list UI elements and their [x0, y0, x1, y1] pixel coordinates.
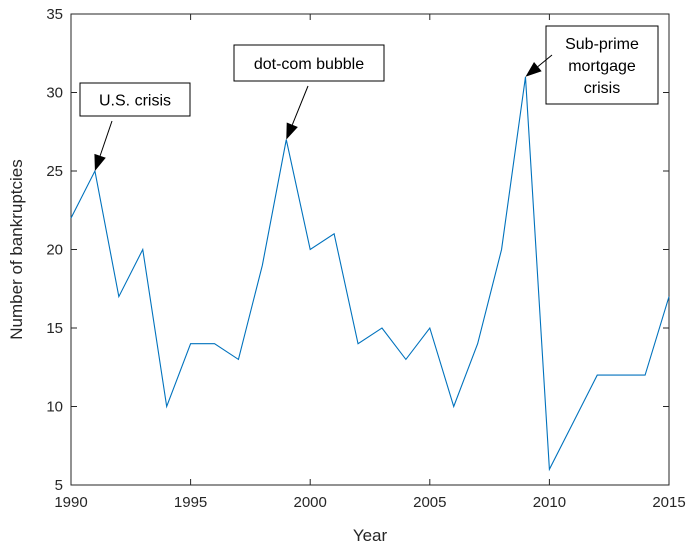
annotation-box — [233, 44, 385, 82]
annotation-text: U.S. crisis — [99, 93, 171, 110]
x-tick-label: 2000 — [294, 494, 327, 511]
annotation-arrow-shaft — [537, 54, 553, 68]
y-tick-label: 5 — [55, 477, 63, 494]
annotation-arrow-head — [286, 122, 298, 140]
annotation: Sub-prime mortgage crisis — [525, 25, 659, 105]
y-tick-label: 30 — [46, 85, 63, 102]
y-tick-label: 35 — [46, 6, 63, 23]
annotation: U.S. crisis — [79, 82, 191, 171]
annotation-text: mortgage — [568, 58, 636, 75]
x-axis-ticks: 1990 1995 2000 2005 2010 2015 — [54, 14, 686, 511]
y-axis-ticks: 5 10 15 20 25 30 35 — [46, 6, 669, 494]
series-layer — [70, 76, 670, 472]
annotation-arrow-shaft — [291, 85, 309, 125]
x-tick-label: 2015 — [652, 494, 685, 511]
x-axis-label: Year — [353, 526, 388, 545]
annotation-box — [79, 82, 191, 117]
x-tick-label: 1990 — [54, 494, 87, 511]
annotations: U.S. crisis dot-com bubble Sub-prime mortga… — [79, 25, 659, 171]
annotation-arrow-head — [525, 62, 542, 77]
annotation-text: crisis — [584, 80, 620, 97]
y-tick-label: 25 — [46, 163, 63, 180]
x-tick-label: 1995 — [174, 494, 207, 511]
x-tick-label: 2010 — [533, 494, 566, 511]
annotation-text: dot-com bubble — [254, 56, 364, 73]
y-tick-label: 10 — [46, 399, 63, 416]
x-tick-label: 2005 — [413, 494, 446, 511]
y-tick-label: 20 — [46, 242, 63, 259]
annotation-arrow-shaft — [99, 120, 113, 157]
annotation-text: Sub-prime — [565, 36, 639, 53]
series-line — [70, 76, 670, 472]
annotation: dot-com bubble — [233, 44, 385, 140]
annotation-box — [545, 25, 659, 105]
annotation-arrow-head — [94, 153, 106, 171]
y-axis-label: Number of bankruptcies — [7, 159, 26, 339]
y-tick-label: 15 — [46, 320, 63, 337]
